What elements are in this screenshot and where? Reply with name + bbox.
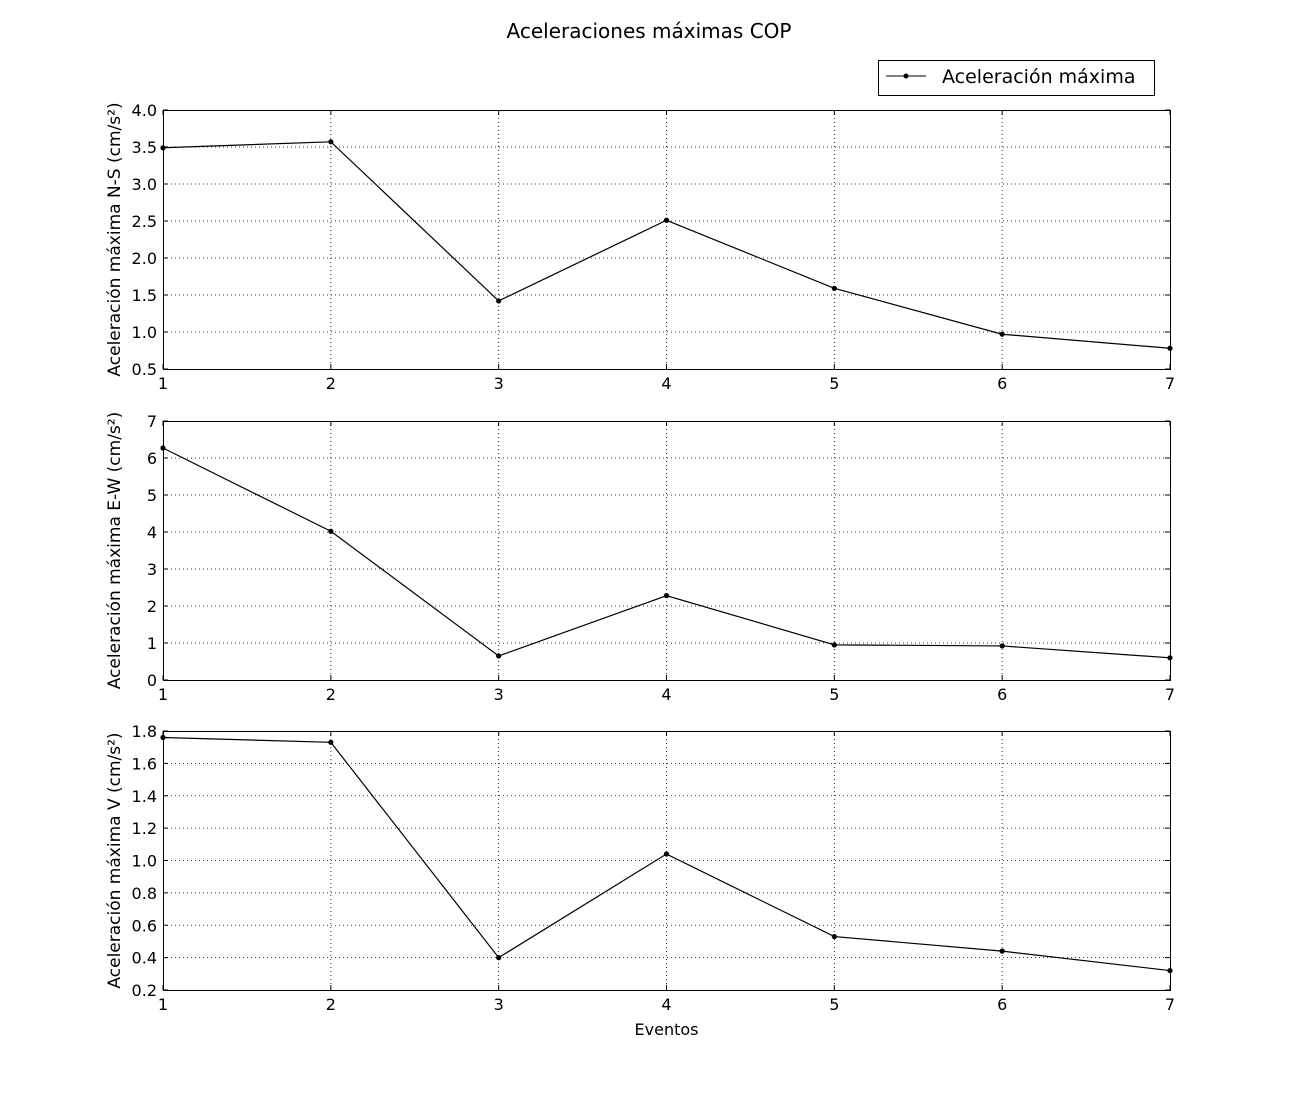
data-point (160, 445, 166, 451)
x-tick-label: 6 (997, 995, 1007, 1014)
y-tick-label: 0.4 (132, 949, 157, 968)
y-tick-label: 4.0 (132, 101, 157, 120)
data-point (831, 642, 837, 648)
y-tick-label: 7 (147, 412, 157, 431)
y-tick-label: 1.0 (132, 852, 157, 871)
y-tick-label: 2 (147, 597, 157, 616)
x-tick-label: 3 (494, 374, 504, 393)
chart-title: Aceleraciones máximas COP (507, 19, 792, 43)
y-tick-label: 3.5 (132, 138, 157, 157)
y-tick-label: 0.6 (132, 916, 157, 935)
x-tick-label: 6 (997, 685, 1007, 704)
y-tick-label: 3.0 (132, 175, 157, 194)
y-tick-label: 0 (147, 671, 157, 690)
x-tick-label: 5 (829, 995, 839, 1014)
data-point (999, 643, 1005, 649)
x-tick-label: 1 (158, 685, 168, 704)
x-tick-label: 3 (494, 685, 504, 704)
data-point (160, 734, 166, 741)
data-point (496, 298, 502, 304)
data-point (831, 933, 837, 940)
data-point (999, 948, 1005, 954)
data-point (1167, 345, 1173, 351)
data-point (999, 331, 1005, 337)
data-point (831, 285, 837, 291)
y-tick-label: 1.8 (132, 722, 157, 741)
subplot-1: 0.5 1.0 1.5 2.0 2.5 3.0 3.5 4.0 1 2 3 4 5 6 7 Aceleraci… (105, 101, 1175, 393)
data-point (1167, 967, 1173, 974)
y-tick-label: 1 (147, 634, 157, 653)
y-axis-label: Aceleración máxima V (cm/s²) (105, 732, 125, 988)
x-tick-label: 3 (494, 995, 504, 1014)
y-tick-label: 4 (147, 523, 157, 542)
y-tick-label: 1.6 (132, 754, 157, 773)
x-tick-label: 5 (829, 685, 839, 704)
x-tick-label: 1 (158, 995, 168, 1014)
y-tick-label: 5 (147, 486, 157, 505)
x-tick-label: 2 (326, 685, 336, 704)
data-point (496, 653, 502, 659)
data-point (328, 528, 334, 534)
data-point (160, 145, 166, 151)
data-point (663, 217, 670, 223)
y-tick-label: 3 (147, 560, 157, 579)
y-tick-label: 1.2 (132, 819, 157, 838)
data-point (663, 851, 670, 857)
data-point (328, 139, 334, 145)
x-tick-label: 1 (158, 374, 168, 393)
legend: Aceleración máxima (878, 60, 1155, 96)
x-tick-label: 7 (1165, 374, 1175, 393)
x-tick-label: 7 (1165, 685, 1175, 704)
legend-label: Aceleración máxima (942, 66, 1135, 88)
x-axis-label: Eventos (635, 1020, 699, 1039)
y-tick-label: 6 (147, 449, 157, 468)
y-tick-label: 2.0 (132, 249, 157, 268)
x-tick-label: 5 (829, 374, 839, 393)
data-point (496, 955, 502, 961)
data-point (1167, 655, 1173, 661)
y-tick-label: 1.0 (132, 323, 157, 342)
y-tick-label: 1.5 (132, 286, 157, 305)
y-tick-label: 2.5 (132, 212, 157, 231)
y-axis-label: Aceleración máxima E-W (cm/s²) (105, 412, 125, 690)
x-tick-label: 2 (326, 374, 336, 393)
axes-frame (163, 731, 1171, 991)
y-tick-label: 0.8 (132, 884, 157, 903)
y-axis-label: Aceleración máxima N-S (cm/s²) (105, 102, 125, 376)
subplot-3: 0.2 0.4 0.6 0.8 1.0 1.2 1.4 1.6 1.8 1 2 3 4 5 6 7 Aceler… (105, 722, 1175, 1039)
x-tick-label: 4 (661, 685, 671, 704)
x-tick-label: 6 (997, 374, 1007, 393)
x-tick-label: 2 (326, 995, 336, 1014)
data-point (663, 593, 670, 599)
y-tick-label: 1.4 (132, 787, 157, 806)
data-point (328, 739, 334, 745)
legend-marker (903, 73, 909, 79)
x-tick-label: 4 (661, 995, 671, 1014)
axes-frame (163, 110, 1171, 370)
axes-frame (163, 421, 1171, 681)
y-tick-label: 0.2 (132, 981, 157, 1000)
y-tick-label: 0.5 (132, 360, 157, 379)
x-tick-label: 4 (661, 374, 671, 393)
x-tick-label: 7 (1165, 995, 1175, 1014)
